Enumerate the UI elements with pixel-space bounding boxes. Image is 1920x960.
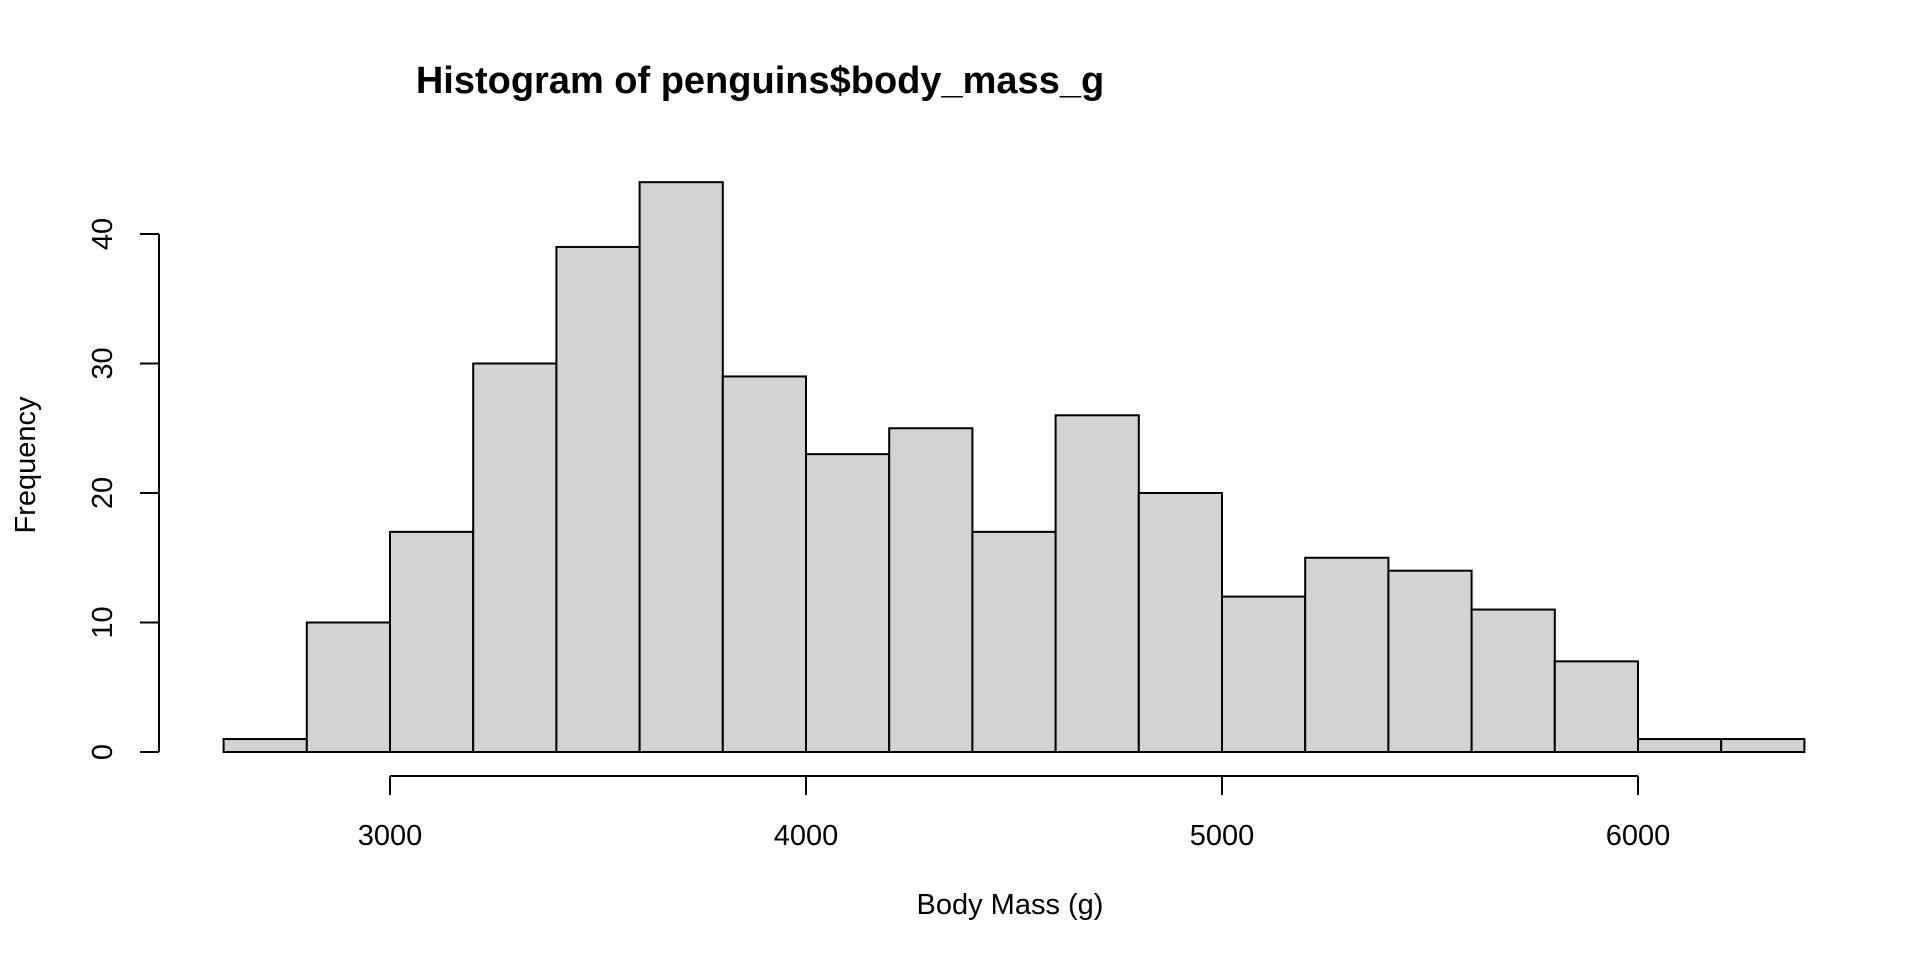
histogram-bar bbox=[1553, 660, 1640, 753]
histogram-bar bbox=[1221, 595, 1307, 753]
histogram-bar bbox=[222, 738, 308, 753]
histogram-bar bbox=[1137, 492, 1224, 753]
histogram-bar bbox=[389, 530, 475, 753]
histogram-bar bbox=[1054, 414, 1140, 753]
x-axis: 3000 4000 5000 6000 bbox=[358, 775, 1671, 852]
histogram-bar bbox=[805, 453, 891, 753]
histogram-bar bbox=[1304, 556, 1390, 753]
histogram-bar bbox=[555, 245, 641, 753]
y-tick-label: 20 bbox=[87, 477, 119, 509]
x-tick-label: 6000 bbox=[1606, 820, 1671, 852]
chart-title: Histogram of penguins$body_mass_g bbox=[416, 60, 1104, 102]
y-tick-label: 0 bbox=[87, 744, 119, 760]
y-tick-label: 30 bbox=[87, 347, 119, 379]
y-axis: 0 10 20 30 40 bbox=[87, 218, 160, 760]
y-tick-label: 10 bbox=[87, 606, 119, 638]
x-tick-label: 4000 bbox=[774, 820, 839, 852]
histogram-bar bbox=[888, 427, 974, 753]
y-tick-label: 40 bbox=[87, 218, 119, 250]
bars-group bbox=[222, 181, 1806, 754]
histogram-bar bbox=[1387, 569, 1473, 754]
histogram-bar bbox=[1720, 738, 1806, 753]
histogram-bar bbox=[971, 530, 1057, 753]
histogram-bar bbox=[721, 375, 807, 753]
histogram-bar bbox=[472, 362, 558, 753]
histogram-bar bbox=[305, 621, 391, 753]
histogram-bar bbox=[638, 181, 724, 753]
histogram-bar bbox=[1637, 738, 1723, 753]
x-tick-label: 3000 bbox=[358, 820, 423, 852]
x-axis-label: Body Mass (g) bbox=[917, 889, 1104, 921]
histogram-bar bbox=[1470, 608, 1556, 753]
x-tick-label: 5000 bbox=[1190, 820, 1255, 852]
y-axis-label: Frequency bbox=[10, 396, 42, 534]
